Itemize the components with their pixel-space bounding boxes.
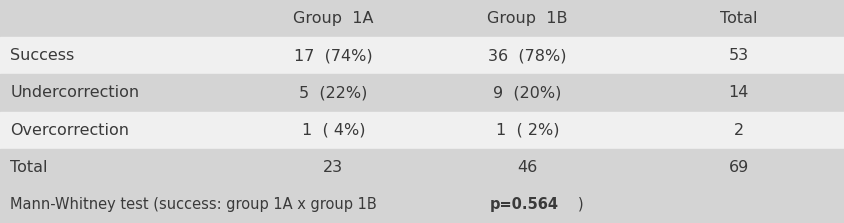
Text: ): ) xyxy=(578,197,584,212)
Text: 53: 53 xyxy=(728,48,749,63)
Bar xyxy=(0,37,844,74)
Text: 23: 23 xyxy=(323,160,344,175)
Text: 1  ( 4%): 1 ( 4%) xyxy=(301,123,365,138)
Text: 36  (78%): 36 (78%) xyxy=(488,48,567,63)
Bar xyxy=(0,112,844,149)
Text: 69: 69 xyxy=(728,160,749,175)
Text: 2: 2 xyxy=(733,123,744,138)
Text: 17  (74%): 17 (74%) xyxy=(294,48,373,63)
Bar xyxy=(0,0,844,37)
Text: 5  (22%): 5 (22%) xyxy=(299,85,368,100)
Text: 1  ( 2%): 1 ( 2%) xyxy=(495,123,560,138)
Text: 9  (20%): 9 (20%) xyxy=(493,85,562,100)
Text: p=0.564: p=0.564 xyxy=(490,197,559,212)
Text: Success: Success xyxy=(10,48,74,63)
Text: Undercorrection: Undercorrection xyxy=(10,85,139,100)
Text: Total: Total xyxy=(720,11,757,26)
Bar xyxy=(0,186,844,223)
Text: Total: Total xyxy=(10,160,47,175)
Text: 46: 46 xyxy=(517,160,538,175)
Text: Mann-Whitney test (success: group 1A x group 1B: Mann-Whitney test (success: group 1A x g… xyxy=(10,197,381,212)
Text: Group  1A: Group 1A xyxy=(293,11,374,26)
Text: 14: 14 xyxy=(728,85,749,100)
Bar xyxy=(0,149,844,186)
Text: Overcorrection: Overcorrection xyxy=(10,123,129,138)
Bar xyxy=(0,74,844,112)
Text: Group  1B: Group 1B xyxy=(487,11,568,26)
